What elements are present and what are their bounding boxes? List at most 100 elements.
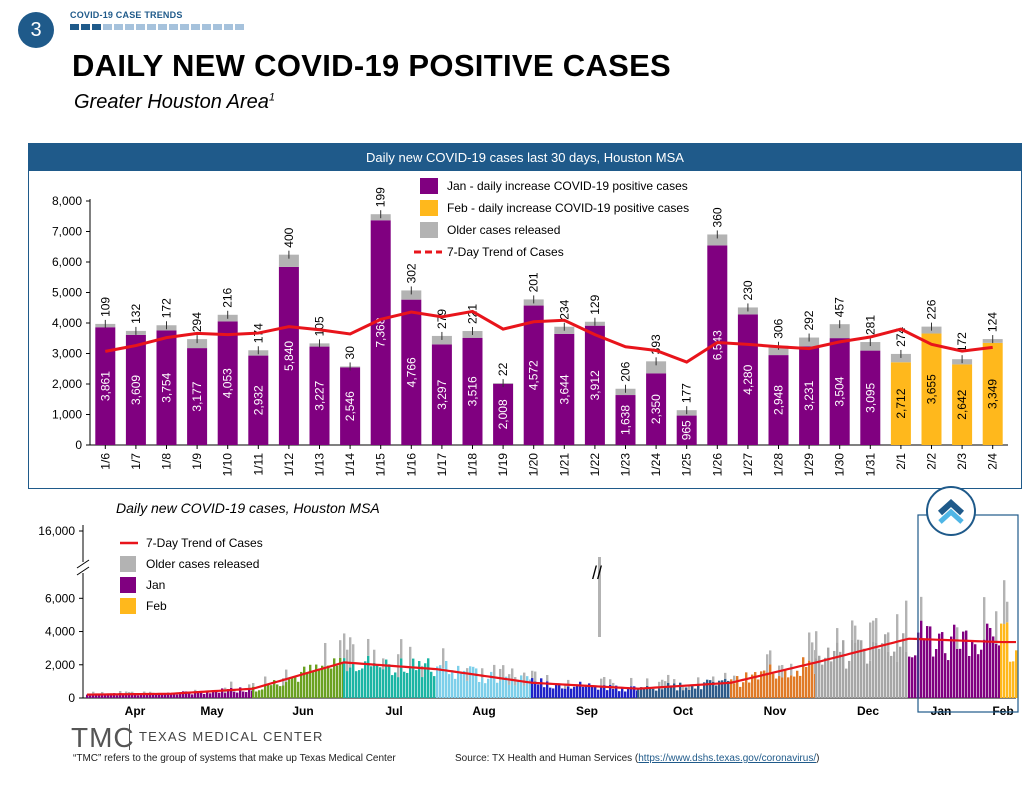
daily-bar [481,678,484,698]
daily-bar [511,680,514,698]
daily-bar [600,687,603,698]
y-tick-label: 7,000 [52,225,82,239]
older-cases-bar [875,618,878,643]
older-value-label: 129 [588,294,602,314]
daily-bar [815,658,818,698]
daily-bar [745,672,748,698]
older-cases-bar [646,678,649,686]
bar-value-label: 3,912 [588,370,602,400]
daily-bar [727,680,730,698]
daily-bar [998,645,1001,698]
older-cases-bar [101,691,104,695]
daily-bar [1015,650,1018,698]
daily-bar [811,662,814,698]
daily-bar [926,626,929,698]
x-tick-label: 1/13 [313,453,327,477]
daily-bar [333,658,336,698]
bar-value-label: 2,546 [343,391,357,421]
daily-bar [992,636,995,698]
older-cases-bar [887,632,890,652]
daily-bar [646,685,649,698]
older-cases-bar [766,654,769,673]
daily-bar [606,690,609,698]
jan-bar [278,266,299,445]
legend-swatch [120,577,136,593]
daily-bar [531,678,534,698]
daily-bar [980,649,983,698]
daily-bar [769,664,772,698]
older-cases-bar [421,665,424,678]
daily-bar [1000,623,1003,698]
daily-bar [974,644,977,698]
daily-bar [748,682,751,698]
older-cases-bar [346,649,349,672]
daily-bar [233,691,236,698]
daily-bar [965,630,968,698]
legend-swatch [120,598,136,614]
daily-bar [905,651,908,698]
older-cases-bar [230,681,233,688]
source-link[interactable]: https://www.dshs.texas.gov/coronavirus/ [638,753,817,764]
older-cases-bar [920,596,923,621]
daily-bar [971,640,974,698]
x-tick-label: 1/15 [374,453,388,477]
y-tick-label: 2,000 [45,658,75,672]
older-cases-bar [661,679,664,690]
daily-bar [182,691,185,698]
older-cases-bar [481,668,484,679]
bar-value-label: 3,655 [925,374,939,404]
older-cases-bar [373,649,376,663]
bar-value-label: 5,840 [282,341,296,371]
daily-bar [267,684,270,698]
daily-bar [457,665,460,698]
daily-bar [688,689,691,698]
bar-value-label: 3,754 [160,372,174,402]
daily-bar [517,681,520,698]
daily-bar [908,656,911,698]
daily-bar [143,694,146,698]
daily-bar [932,656,935,698]
daily-bar [534,681,537,698]
bar-value-label: 3,095 [863,382,877,412]
back-to-top-button[interactable] [926,486,976,536]
x-tick-label: 1/27 [741,453,755,477]
older-value-label: 360 [710,207,724,227]
x-tick-label: 2/4 [986,453,1000,470]
daily-bar [878,648,881,698]
daily-bar [248,688,251,698]
jan-bar [217,321,238,445]
daily-bar [673,683,676,698]
y-tick-label: 6,000 [45,591,75,605]
daily-bar [312,671,315,698]
daily-bar [567,686,570,698]
month-label: Nov [764,704,787,718]
feb-bar [952,364,973,445]
daily-bar [691,684,694,698]
daily-bar [173,694,176,698]
daily-bar [751,674,754,698]
daily-bar [179,692,182,698]
older-cases-bar [534,671,537,682]
x-tick-label: 1/22 [588,453,602,477]
bar-value-label: 2,932 [251,385,265,415]
daily-bar [986,623,989,698]
older-value-label: 302 [404,263,418,283]
daily-bar [603,685,606,698]
daily-bar [902,633,905,698]
older-cases-bar [523,672,526,686]
daily-bar [236,692,239,698]
older-cases-bar [546,675,549,682]
daily-bar [670,685,673,698]
daily-bar [570,688,573,698]
jan-bar [187,348,208,445]
progress-segment [81,24,90,30]
daily-bar [989,627,992,698]
daily-bar [436,666,439,698]
older-cases-bar [431,335,452,345]
daily-bar [552,688,555,698]
older-cases-bar [343,633,346,659]
legend-swatch [420,178,438,194]
daily-bar [352,662,355,698]
progress-segment [191,24,200,30]
daily-bar [845,668,848,698]
